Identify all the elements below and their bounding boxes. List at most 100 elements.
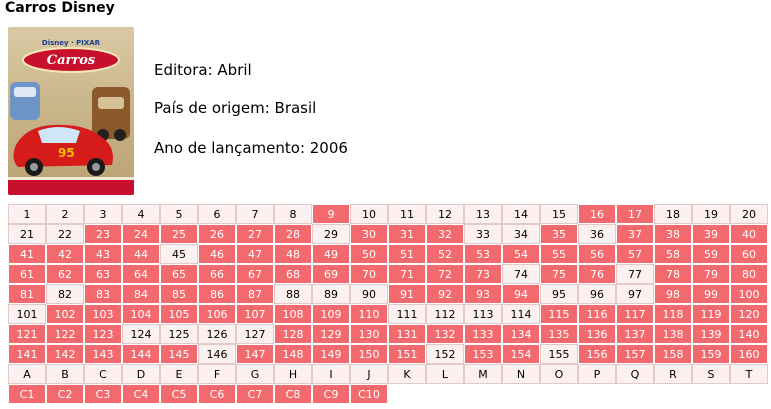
- sticker-cell-T[interactable]: T: [730, 364, 768, 384]
- sticker-cell-95[interactable]: 95: [540, 284, 578, 304]
- sticker-cell-100[interactable]: 100: [730, 284, 768, 304]
- sticker-cell-76[interactable]: 76: [578, 264, 616, 284]
- sticker-cell-C7[interactable]: C7: [236, 384, 274, 404]
- sticker-cell-84[interactable]: 84: [122, 284, 160, 304]
- sticker-cell-C8[interactable]: C8: [274, 384, 312, 404]
- sticker-cell-127[interactable]: 127: [236, 324, 274, 344]
- sticker-cell-29[interactable]: 29: [312, 224, 350, 244]
- sticker-cell-8[interactable]: 8: [274, 204, 312, 224]
- sticker-cell-26[interactable]: 26: [198, 224, 236, 244]
- sticker-cell-87[interactable]: 87: [236, 284, 274, 304]
- sticker-cell-12[interactable]: 12: [426, 204, 464, 224]
- sticker-cell-42[interactable]: 42: [46, 244, 84, 264]
- sticker-cell-89[interactable]: 89: [312, 284, 350, 304]
- sticker-cell-158[interactable]: 158: [654, 344, 692, 364]
- sticker-cell-124[interactable]: 124: [122, 324, 160, 344]
- sticker-cell-11[interactable]: 11: [388, 204, 426, 224]
- sticker-cell-38[interactable]: 38: [654, 224, 692, 244]
- sticker-cell-C6[interactable]: C6: [198, 384, 236, 404]
- sticker-cell-I[interactable]: I: [312, 364, 350, 384]
- sticker-cell-32[interactable]: 32: [426, 224, 464, 244]
- sticker-cell-37[interactable]: 37: [616, 224, 654, 244]
- sticker-cell-O[interactable]: O: [540, 364, 578, 384]
- sticker-cell-22[interactable]: 22: [46, 224, 84, 244]
- sticker-cell-114[interactable]: 114: [502, 304, 540, 324]
- sticker-cell-157[interactable]: 157: [616, 344, 654, 364]
- sticker-cell-90[interactable]: 90: [350, 284, 388, 304]
- sticker-cell-121[interactable]: 121: [8, 324, 46, 344]
- sticker-cell-5[interactable]: 5: [160, 204, 198, 224]
- sticker-cell-159[interactable]: 159: [692, 344, 730, 364]
- sticker-cell-137[interactable]: 137: [616, 324, 654, 344]
- sticker-cell-Q[interactable]: Q: [616, 364, 654, 384]
- sticker-cell-C1[interactable]: C1: [8, 384, 46, 404]
- sticker-cell-33[interactable]: 33: [464, 224, 502, 244]
- sticker-cell-75[interactable]: 75: [540, 264, 578, 284]
- sticker-cell-59[interactable]: 59: [692, 244, 730, 264]
- sticker-cell-144[interactable]: 144: [122, 344, 160, 364]
- sticker-cell-151[interactable]: 151: [388, 344, 426, 364]
- sticker-cell-149[interactable]: 149: [312, 344, 350, 364]
- sticker-cell-81[interactable]: 81: [8, 284, 46, 304]
- sticker-cell-82[interactable]: 82: [46, 284, 84, 304]
- sticker-cell-93[interactable]: 93: [464, 284, 502, 304]
- sticker-cell-B[interactable]: B: [46, 364, 84, 384]
- sticker-cell-D[interactable]: D: [122, 364, 160, 384]
- sticker-cell-J[interactable]: J: [350, 364, 388, 384]
- sticker-cell-88[interactable]: 88: [274, 284, 312, 304]
- sticker-cell-58[interactable]: 58: [654, 244, 692, 264]
- sticker-cell-40[interactable]: 40: [730, 224, 768, 244]
- sticker-cell-112[interactable]: 112: [426, 304, 464, 324]
- sticker-cell-7[interactable]: 7: [236, 204, 274, 224]
- sticker-cell-56[interactable]: 56: [578, 244, 616, 264]
- sticker-cell-139[interactable]: 139: [692, 324, 730, 344]
- sticker-cell-62[interactable]: 62: [46, 264, 84, 284]
- sticker-cell-106[interactable]: 106: [198, 304, 236, 324]
- sticker-cell-36[interactable]: 36: [578, 224, 616, 244]
- sticker-cell-65[interactable]: 65: [160, 264, 198, 284]
- sticker-cell-4[interactable]: 4: [122, 204, 160, 224]
- sticker-cell-136[interactable]: 136: [578, 324, 616, 344]
- sticker-cell-150[interactable]: 150: [350, 344, 388, 364]
- sticker-cell-154[interactable]: 154: [502, 344, 540, 364]
- sticker-cell-2[interactable]: 2: [46, 204, 84, 224]
- sticker-cell-55[interactable]: 55: [540, 244, 578, 264]
- sticker-cell-46[interactable]: 46: [198, 244, 236, 264]
- sticker-cell-132[interactable]: 132: [426, 324, 464, 344]
- sticker-cell-27[interactable]: 27: [236, 224, 274, 244]
- sticker-cell-107[interactable]: 107: [236, 304, 274, 324]
- sticker-cell-1[interactable]: 1: [8, 204, 46, 224]
- sticker-cell-97[interactable]: 97: [616, 284, 654, 304]
- sticker-cell-119[interactable]: 119: [692, 304, 730, 324]
- sticker-cell-52[interactable]: 52: [426, 244, 464, 264]
- sticker-cell-48[interactable]: 48: [274, 244, 312, 264]
- sticker-cell-134[interactable]: 134: [502, 324, 540, 344]
- sticker-cell-70[interactable]: 70: [350, 264, 388, 284]
- sticker-cell-79[interactable]: 79: [692, 264, 730, 284]
- sticker-cell-148[interactable]: 148: [274, 344, 312, 364]
- sticker-cell-73[interactable]: 73: [464, 264, 502, 284]
- sticker-cell-67[interactable]: 67: [236, 264, 274, 284]
- sticker-cell-140[interactable]: 140: [730, 324, 768, 344]
- sticker-cell-H[interactable]: H: [274, 364, 312, 384]
- sticker-cell-54[interactable]: 54: [502, 244, 540, 264]
- sticker-cell-122[interactable]: 122: [46, 324, 84, 344]
- sticker-cell-155[interactable]: 155: [540, 344, 578, 364]
- sticker-cell-C10[interactable]: C10: [350, 384, 388, 404]
- sticker-cell-118[interactable]: 118: [654, 304, 692, 324]
- sticker-cell-G[interactable]: G: [236, 364, 274, 384]
- sticker-cell-C5[interactable]: C5: [160, 384, 198, 404]
- sticker-cell-6[interactable]: 6: [198, 204, 236, 224]
- sticker-cell-47[interactable]: 47: [236, 244, 274, 264]
- sticker-cell-125[interactable]: 125: [160, 324, 198, 344]
- sticker-cell-109[interactable]: 109: [312, 304, 350, 324]
- sticker-cell-13[interactable]: 13: [464, 204, 502, 224]
- sticker-cell-98[interactable]: 98: [654, 284, 692, 304]
- sticker-cell-68[interactable]: 68: [274, 264, 312, 284]
- sticker-cell-99[interactable]: 99: [692, 284, 730, 304]
- sticker-cell-61[interactable]: 61: [8, 264, 46, 284]
- sticker-cell-63[interactable]: 63: [84, 264, 122, 284]
- sticker-cell-78[interactable]: 78: [654, 264, 692, 284]
- sticker-cell-28[interactable]: 28: [274, 224, 312, 244]
- sticker-cell-129[interactable]: 129: [312, 324, 350, 344]
